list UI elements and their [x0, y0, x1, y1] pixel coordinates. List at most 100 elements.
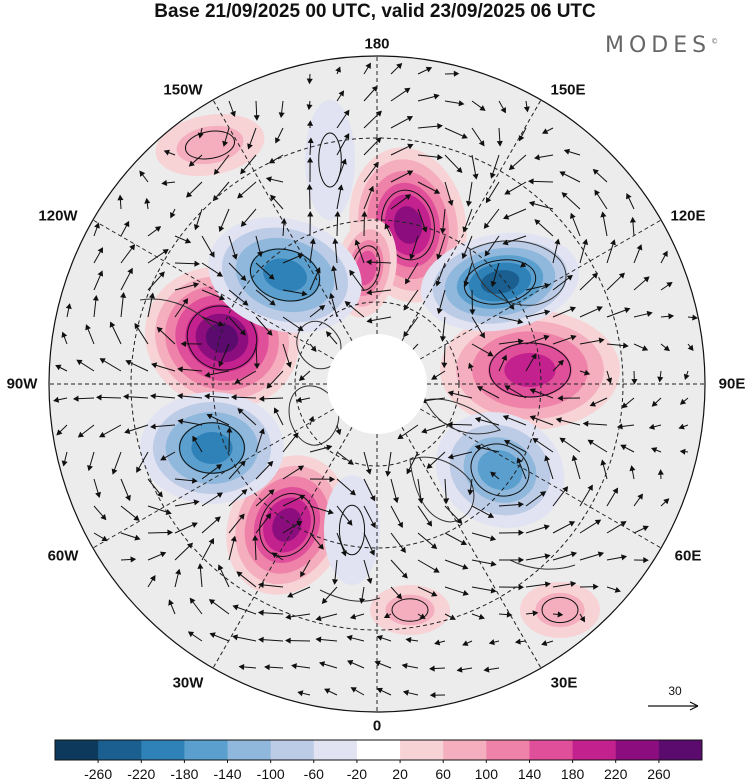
- wind-arrow-head: [253, 115, 260, 121]
- colorbar-tick-label: -100: [256, 766, 285, 782]
- lon-label-150w: 150W: [163, 81, 203, 99]
- wind-arrow: [147, 575, 156, 588]
- wind-arrow: [444, 127, 468, 139]
- wind-arrow: [390, 116, 413, 129]
- wind-arrow: [439, 316, 446, 342]
- wind-arrow: [187, 631, 203, 642]
- wind-arrow: [111, 451, 122, 475]
- wind-arrow-head: [431, 374, 438, 380]
- wind-arrow-head: [397, 521, 403, 528]
- wind-arrow-head: [72, 395, 79, 402]
- wind-arrow-head: [231, 253, 238, 260]
- wind-arrow-head: [541, 128, 549, 134]
- wind-arrow-head: [392, 497, 399, 504]
- wind-arrow: [429, 665, 446, 672]
- wind-arrow: [390, 194, 412, 210]
- wind-arrow-head: [401, 572, 408, 579]
- wind-arrow-head: [94, 222, 100, 229]
- wind-arrow: [529, 415, 554, 426]
- reference-vector-label: 30: [668, 684, 682, 698]
- lon-label-90w: 90W: [6, 375, 38, 393]
- wind-arrow-head: [291, 663, 297, 670]
- wind-arrow-head: [151, 362, 158, 369]
- wind-arrow-head: [402, 689, 409, 696]
- wind-arrow-head: [376, 635, 383, 641]
- wind-arrow: [600, 211, 608, 237]
- wind-arrow-head: [341, 550, 347, 557]
- wind-arrow-head: [247, 143, 253, 150]
- wind-arrow: [120, 267, 133, 291]
- colorbar: [54, 739, 703, 763]
- wind-arrow: [285, 637, 311, 644]
- wind-arrow: [258, 636, 284, 643]
- wind-arrow: [324, 688, 338, 696]
- wind-arrow: [247, 127, 257, 150]
- wind-arrow: [582, 420, 608, 427]
- wind-arrow-head: [447, 199, 454, 206]
- wind-arrow: [579, 306, 603, 318]
- wind-arrow: [417, 613, 426, 620]
- wind-arrow-head: [369, 549, 375, 556]
- colorbar-tick-label: -140: [213, 766, 242, 782]
- wind-arrow-head: [123, 393, 129, 400]
- wind-arrow-head: [679, 448, 686, 455]
- wind-arrow-head: [259, 428, 265, 435]
- wind-arrow: [282, 253, 304, 264]
- wind-arrow: [483, 666, 500, 673]
- colorbar-swatch-6: [313, 740, 358, 760]
- wind-arrow-head: [335, 428, 342, 436]
- coast-north-atlantic: [319, 589, 381, 602]
- wind-arrow-head: [478, 613, 485, 620]
- wind-arrow: [687, 343, 694, 351]
- wind-arrow: [616, 423, 635, 430]
- wind-arrow: [587, 439, 608, 453]
- wind-arrow: [629, 465, 636, 480]
- wind-arrow-head: [191, 477, 198, 484]
- anomaly-neg-165w-contour: [318, 132, 342, 188]
- wind-arrow: [559, 171, 581, 183]
- wind-arrow-head: [624, 307, 631, 314]
- wind-arrow: [354, 239, 365, 264]
- wind-arrow: [456, 666, 473, 673]
- wind-arrow: [163, 149, 176, 156]
- wind-arrow-head: [539, 491, 547, 497]
- wind-arrow: [683, 370, 690, 380]
- wind-arrow: [363, 451, 372, 475]
- wind-arrow-head: [343, 133, 350, 140]
- wind-arrow: [467, 478, 474, 496]
- wind-arrow: [463, 262, 473, 287]
- wind-arrow-head: [430, 543, 438, 550]
- wind-arrow-head: [587, 439, 594, 446]
- wind-arrow: [237, 408, 257, 426]
- wind-arrow-head: [315, 267, 321, 274]
- wind-arrow-head: [396, 62, 403, 70]
- wind-arrow-head: [215, 464, 223, 470]
- wind-arrow: [633, 557, 649, 564]
- wind-arrow: [156, 326, 176, 345]
- wind-arrow: [527, 178, 554, 185]
- wind-arrow-head: [566, 274, 573, 281]
- anomaly-pos-20e-ring-1: [385, 594, 435, 626]
- wind-arrow: [471, 100, 486, 111]
- wind-arrow-head: [326, 444, 333, 451]
- wind-arrow: [679, 397, 689, 405]
- wind-arrow-head: [53, 396, 60, 403]
- wind-arrow: [471, 343, 494, 357]
- wind-arrow-head: [197, 132, 204, 139]
- wind-arrow-head: [663, 345, 670, 352]
- wind-arrow: [444, 559, 469, 570]
- wind-arrow: [660, 282, 673, 291]
- wind-arrow-head: [297, 325, 304, 332]
- meridians: [49, 56, 705, 712]
- wind-arrow: [240, 208, 257, 227]
- wind-arrow: [390, 87, 411, 102]
- wind-arrow: [56, 424, 68, 436]
- wind-arrow: [218, 343, 230, 367]
- wind-arrow-head: [468, 362, 474, 369]
- wind-arrow: [390, 478, 399, 504]
- wind-arrow: [444, 181, 454, 206]
- wind-arrow-head: [651, 400, 658, 407]
- wind-arrow: [201, 516, 221, 534]
- wind-arrow: [253, 100, 260, 121]
- wind-arrow: [397, 424, 419, 440]
